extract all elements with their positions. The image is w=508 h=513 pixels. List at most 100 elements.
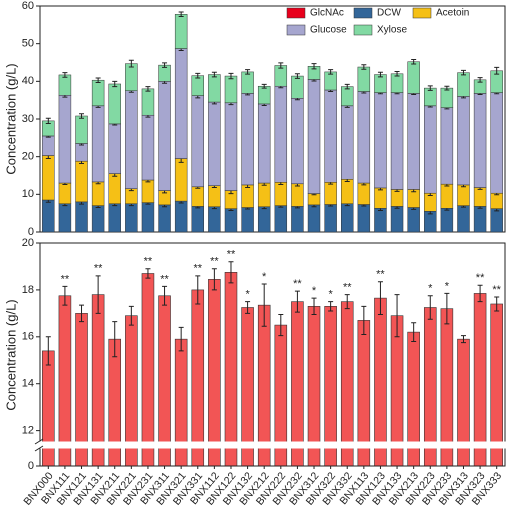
bar-segment [390,73,404,93]
significance-label: ** [293,278,302,290]
bar-segment [58,74,72,96]
bar-segment [274,182,288,206]
bar [473,293,487,467]
error-bar [294,290,300,313]
error-bar [444,292,450,325]
error-bar [79,113,85,119]
bar-segment [241,71,254,94]
bar-segment [324,89,337,183]
y-tick-label: 18 [22,284,34,296]
error-bar [62,72,68,78]
y-tick-label: 14 [22,378,34,390]
bar-segment [257,103,271,184]
bar-segment [141,179,155,203]
error-bar [62,285,68,306]
significance-label: ** [160,273,169,285]
error-bar [195,72,201,79]
bar-segment [357,66,371,92]
y-tick-label: 12 [22,425,34,437]
bar-segment [440,107,454,185]
bar-segment [341,179,354,204]
axis-break [34,441,506,449]
error-bar [178,326,184,352]
error-bar [394,71,400,77]
error-bar [95,275,101,314]
error-bar [411,58,417,65]
bar-segment [224,75,238,104]
legend-swatch [353,7,373,19]
bar-segment [174,200,188,233]
bar-segment [42,135,55,156]
bar-segment [374,92,387,189]
error-bar [228,72,234,80]
error-bar [145,268,151,279]
bar-segment [158,81,171,191]
bar-segment [407,93,420,190]
bar-segment [490,208,503,233]
bar [208,279,221,467]
bar-segment [457,205,470,233]
bar-segment [224,102,238,191]
significance-label: ** [94,263,103,275]
bar-segment [257,206,271,233]
significance-label: * [262,271,267,283]
error-bar [477,77,483,83]
error-bar [294,73,300,79]
error-bar [427,85,433,91]
bar-segment [274,205,288,233]
significance-label: ** [61,273,70,285]
bar-segment [440,208,454,233]
bar-segment [75,143,88,162]
bar-segment [374,208,387,233]
y-tick-label: 20 [22,151,34,163]
y-tick-label: 30 [22,113,34,125]
y-tick-label: 20 [22,237,34,249]
bar-segment [307,79,321,194]
bar-segment [58,203,72,233]
error-bar [494,66,500,75]
bar-segment [141,114,155,181]
bar-segment [374,187,387,209]
bar-segment [307,204,321,233]
significance-label: * [312,285,317,297]
bar-segment [125,63,138,92]
bar-segment [191,186,204,207]
significance-label: ** [193,263,202,275]
bar-segment [58,95,72,184]
error-bar [394,294,400,338]
bar-segment [91,205,105,233]
legend-label: Glucose [310,25,347,36]
legend-swatch [286,7,306,19]
bar-segment [241,184,254,208]
significance-label: ** [492,284,501,296]
bar-segment [141,202,155,233]
legend-label: Xylose [377,25,407,36]
error-bar [328,69,334,75]
error-bar [411,322,417,342]
legend-label: Acetoin [436,8,469,19]
bar-segment [208,101,221,186]
bar-segment [291,98,304,185]
bar-segment [174,48,188,159]
bar-segment [274,85,288,183]
error-bar [361,64,367,70]
bar-segment [390,206,404,233]
error-bar [344,83,350,90]
bar-segment [324,182,337,205]
significance-label: * [328,289,333,301]
bar-segment [75,115,88,144]
error-bar [162,62,168,68]
error-bar [245,69,251,75]
error-bar [261,83,267,89]
error-bar [145,86,151,92]
bar-segment [473,93,487,188]
significance-label: ** [476,272,485,284]
legend-label: GlcNAc [310,8,344,19]
error-bar [245,301,251,314]
bar-segment [407,61,420,94]
bar-segment [490,192,503,209]
y-tick-label: 10 [22,188,34,200]
error-bar [278,314,284,337]
bar-segment [75,201,88,233]
